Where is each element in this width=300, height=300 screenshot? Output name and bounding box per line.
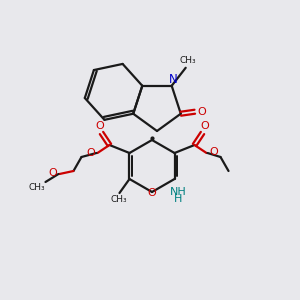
Text: H: H [174, 194, 183, 204]
Text: CH₃: CH₃ [179, 56, 196, 65]
Text: O: O [200, 121, 209, 131]
Text: NH: NH [170, 187, 187, 197]
Text: O: O [86, 148, 95, 158]
Text: CH₃: CH₃ [110, 196, 127, 205]
Text: CH₃: CH₃ [28, 182, 45, 191]
Text: O: O [197, 107, 206, 117]
Text: O: O [48, 168, 57, 178]
Text: O: O [148, 188, 156, 198]
Text: O: O [95, 121, 104, 131]
Text: O: O [209, 147, 218, 157]
Text: N: N [169, 73, 178, 86]
